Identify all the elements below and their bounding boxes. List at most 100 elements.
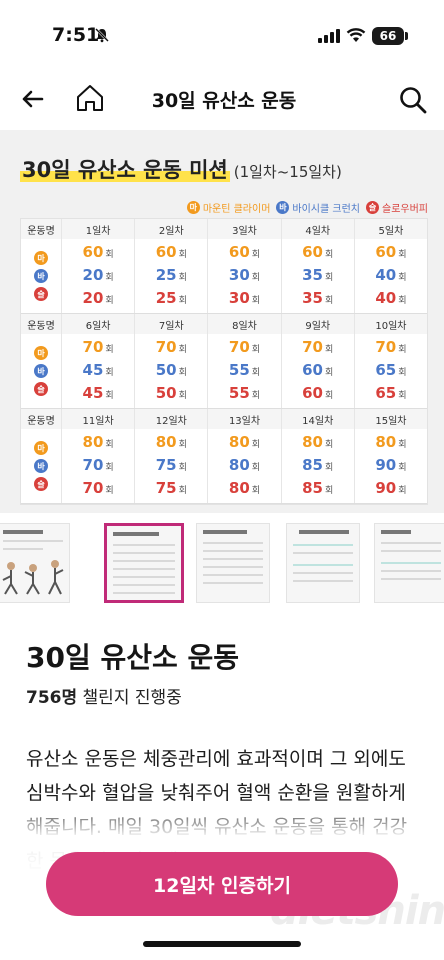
mountain-climber-reps: 60 회 <box>375 243 406 264</box>
rep-unit: 회 <box>325 344 334 355</box>
day-header: 9일차 <box>282 314 355 334</box>
day-cell: 60 회 35 회 35 회 <box>282 239 355 313</box>
rep-value: 60 <box>228 242 250 261</box>
thumbnail-3[interactable] <box>196 523 270 603</box>
cellular-signal-icon <box>318 29 340 43</box>
rep-value: 25 <box>155 288 177 307</box>
day-header: 4일차 <box>282 219 355 239</box>
rep-unit: 회 <box>178 344 187 355</box>
rep-value: 80 <box>228 478 250 497</box>
day-cell: 80 회 75 회 75 회 <box>135 429 209 503</box>
rep-unit: 회 <box>105 272 114 283</box>
mountain-climber-reps: 70 회 <box>375 338 406 359</box>
rep-unit: 회 <box>398 295 407 306</box>
slow-burpee-reps: 80 회 <box>229 479 260 500</box>
exercise-name-header: 운동명 <box>21 314 62 334</box>
thumbnail-1[interactable] <box>0 523 70 603</box>
home-icon[interactable] <box>74 82 106 114</box>
mission-title: 30일 유산소 운동 미션 (1일차~15일차) <box>20 154 342 184</box>
rep-value: 80 <box>228 455 250 474</box>
rep-unit: 회 <box>325 272 334 283</box>
slow-burpee-reps: 40 회 <box>375 289 406 310</box>
rep-unit: 회 <box>325 439 334 450</box>
rep-unit: 회 <box>251 485 261 496</box>
bicycle-crunch-reps: 40 회 <box>375 266 406 287</box>
mountain-climber-reps: 60 회 <box>83 243 114 264</box>
thumbnail-5[interactable] <box>374 523 444 603</box>
rep-value: 30 <box>228 288 250 307</box>
rep-value: 60 <box>155 242 177 261</box>
slow-burpee-reps: 70 회 <box>83 479 114 500</box>
table-section: 운동명 1일차 2일차 3일차 4일차 5일차 마 바 슬 60 회 20 회 20 회 60 회 25 회 25 회 6… <box>21 219 427 314</box>
table-section: 운동명 11일차 12일차 13일차 14일차 15일차 마 바 슬 80 회 70 회 70 회 80 회 75… <box>21 409 427 504</box>
day-header: 6일차 <box>62 314 136 334</box>
day-header: 11일차 <box>62 409 136 429</box>
rep-value: 80 <box>155 432 177 451</box>
bicycle-crunch-reps: 50 회 <box>156 361 187 382</box>
rep-unit: 회 <box>105 485 114 496</box>
search-icon[interactable] <box>397 84 429 116</box>
slow-burpee-reps: 25 회 <box>156 289 187 310</box>
rep-unit: 회 <box>251 272 261 283</box>
rep-unit: 회 <box>251 439 261 450</box>
back-arrow-icon[interactable] <box>18 84 48 114</box>
rep-value: 70 <box>82 455 104 474</box>
slow-burpee-reps: 20 회 <box>83 289 114 310</box>
rep-value: 55 <box>228 360 250 379</box>
rep-unit: 회 <box>398 390 407 401</box>
mission-table: 운동명 1일차 2일차 3일차 4일차 5일차 마 바 슬 60 회 20 회 20 회 60 회 25 회 25 회 6… <box>20 218 428 505</box>
day-cell: 60 회 25 회 25 회 <box>135 239 209 313</box>
rep-unit: 회 <box>105 249 114 260</box>
wifi-icon <box>346 28 366 42</box>
rep-unit: 회 <box>325 390 334 401</box>
day-header: 5일차 <box>378 225 404 237</box>
mountain-climber-badge: 마 <box>34 346 48 360</box>
legend-item-slow-burpee: 슬 슬로우버피 <box>366 200 428 215</box>
certify-button[interactable]: 12일차 인증하기 <box>46 852 398 916</box>
day-header: 12일차 <box>135 409 209 429</box>
status-bar: 7:51 66 <box>0 0 444 68</box>
rep-unit: 회 <box>105 344 114 355</box>
rep-unit: 회 <box>251 249 261 260</box>
rep-unit: 회 <box>325 367 334 378</box>
thumbnail-2[interactable] <box>104 523 184 603</box>
bicycle-crunch-reps: 35 회 <box>302 266 333 287</box>
day-header: 15일차 <box>375 415 407 427</box>
mission-title-text: 30일 유산소 운동 미션 <box>20 158 230 182</box>
rep-unit: 회 <box>398 462 407 473</box>
day-cell: 60 회 30 회 30 회 <box>208 239 282 313</box>
legend-item-mountain-climber: 마 마운틴 클라이머 <box>186 200 271 215</box>
rep-value: 50 <box>155 360 177 379</box>
rep-value: 20 <box>82 265 104 284</box>
rep-value: 40 <box>375 288 397 307</box>
mountain-climber-reps: 60 회 <box>156 243 187 264</box>
legend-label: 바이시클 크런치 <box>292 204 360 215</box>
day-header: 7일차 <box>135 314 209 334</box>
bicycle-crunch-badge: 바 <box>34 269 48 283</box>
mission-image[interactable]: 30일 유산소 운동 미션 (1일차~15일차) 마 마운틴 클라이머 바 바이시… <box>0 130 444 513</box>
rep-value: 65 <box>375 383 397 402</box>
day-cell: 80 회 80 회 80 회 <box>208 429 282 503</box>
rep-value: 60 <box>302 242 323 261</box>
bicycle-crunch-reps: 30 회 <box>229 266 260 287</box>
slow-burpee-reps: 45 회 <box>83 384 114 405</box>
thumbnail-4[interactable] <box>286 523 360 603</box>
slow-burpee-reps: 50 회 <box>156 384 187 405</box>
slow-burpee-badge: 슬 <box>34 287 48 301</box>
table-row: 마 바 슬 80 회 70 회 70 회 80 회 75 회 75 회 80 회 80 회 80 회 80 회 85 회 85 회 8… <box>21 429 427 503</box>
bicycle-crunch-reps: 70 회 <box>83 456 114 477</box>
legend-label: 마운틴 클라이머 <box>202 204 271 215</box>
rep-unit: 회 <box>178 367 187 378</box>
mountain-climber-badge: 마 <box>186 201 200 214</box>
rep-value: 75 <box>155 455 177 474</box>
mountain-climber-reps: 70 회 <box>83 338 114 359</box>
day-header: 8일차 <box>208 314 282 334</box>
day-cell: 60 회 40 회 40 회 <box>355 239 427 313</box>
bicycle-crunch-reps: 45 회 <box>83 361 114 382</box>
battery-indicator: 66 <box>372 27 404 45</box>
slow-burpee-badge: 슬 <box>34 477 48 491</box>
rep-unit: 회 <box>178 462 187 473</box>
